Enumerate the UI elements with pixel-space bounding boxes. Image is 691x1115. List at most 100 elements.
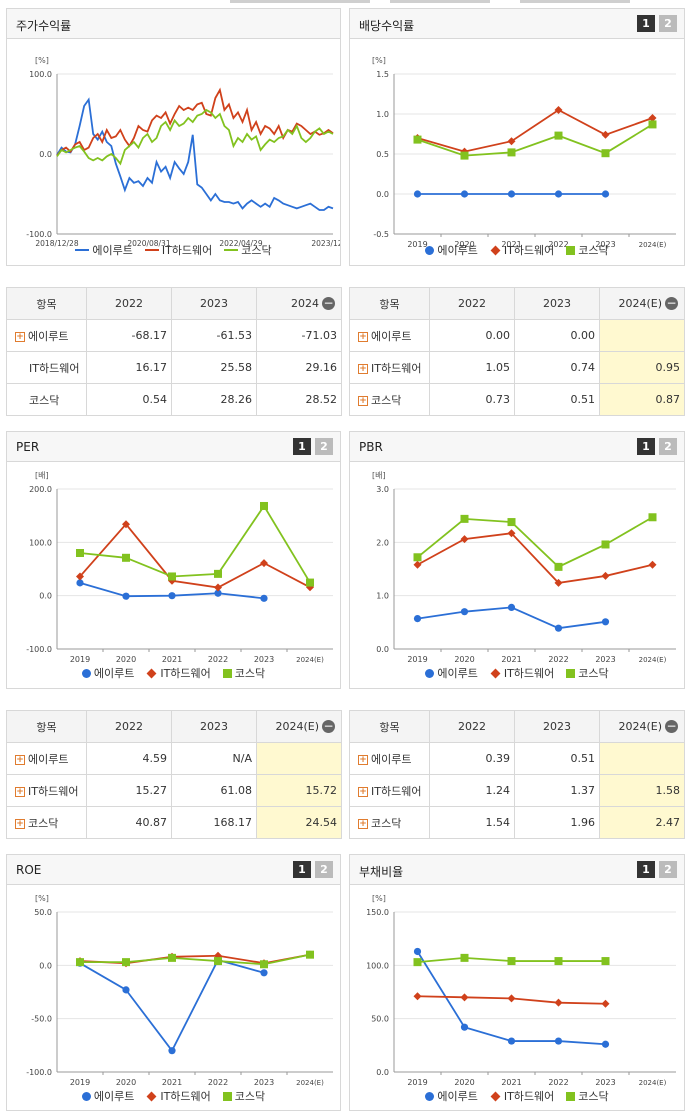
expand-icon[interactable]: + bbox=[15, 818, 25, 829]
chart-tabs: 1 2 bbox=[637, 438, 677, 455]
expand-icon[interactable]: + bbox=[358, 331, 368, 342]
tab-1-button[interactable]: 1 bbox=[293, 861, 311, 878]
table-cell: 0.00 bbox=[514, 319, 600, 352]
legend-label: 코스닥 bbox=[234, 1090, 266, 1103]
table-cell: 16.17 bbox=[86, 351, 172, 384]
chart-legend: 에이루트 IT하드웨어 코스닥 bbox=[350, 242, 684, 258]
data-point bbox=[507, 603, 516, 611]
x-tick-label: 2023/12/28 bbox=[311, 239, 340, 248]
series-line bbox=[417, 532, 653, 584]
row-name: + 코스닥 bbox=[349, 806, 430, 839]
x-tick-label: 2019 bbox=[407, 1078, 427, 1087]
legend-label: 에이루트 bbox=[437, 244, 478, 257]
table-cell: 15.72 bbox=[256, 774, 342, 807]
data-point bbox=[214, 583, 222, 592]
y-unit-label: [%] bbox=[372, 894, 386, 903]
data-point bbox=[507, 137, 516, 146]
y-tick-label: 3.0 bbox=[376, 485, 389, 494]
table-cell: 2.47 bbox=[599, 806, 685, 839]
expand-icon[interactable]: + bbox=[358, 395, 368, 406]
x-tick-label: 2024(E) bbox=[296, 1079, 324, 1087]
chart-legend: 에이루트 IT하드웨어 코스닥 bbox=[350, 665, 684, 681]
data-point bbox=[554, 190, 563, 198]
x-tick-label: 2020/08/31 bbox=[127, 239, 170, 248]
x-tick-label: 2022 bbox=[208, 655, 228, 664]
tab-1-button[interactable]: 1 bbox=[637, 15, 655, 32]
data-point bbox=[601, 999, 610, 1008]
data-point bbox=[507, 1037, 516, 1045]
data-point bbox=[601, 130, 610, 139]
data-point bbox=[648, 120, 657, 129]
table-cell: 0.87 bbox=[599, 383, 685, 416]
panel-header: PBR 1 2 bbox=[350, 432, 684, 462]
row-name: + 에이루트 bbox=[6, 319, 87, 352]
expand-icon[interactable]: + bbox=[15, 754, 25, 765]
data-point bbox=[460, 993, 469, 1002]
legend-item: 코스닥 bbox=[224, 242, 272, 258]
data-point bbox=[554, 957, 563, 966]
table-cell: 1.54 bbox=[429, 806, 515, 839]
data-point bbox=[122, 520, 130, 529]
legend-label: 에이루트 bbox=[92, 244, 133, 257]
table-row: + IT하드웨어 15.27 61.08 15.72 bbox=[6, 774, 342, 807]
tab-2-button[interactable]: 2 bbox=[659, 15, 677, 32]
dividend-yield-panel: 배당수익률 1 2 [%] 1.5 1.0 0.5 0.0 -0.5 2019 2020 202… bbox=[349, 8, 685, 266]
chart-legend: 에이루트 IT하드웨어 코스닥 bbox=[7, 1088, 340, 1104]
dividend-yield-table: 항목 2022 2023 2024(E) − + 에이루트 0.00 0.00 + IT하드웨어 1.… bbox=[349, 287, 685, 416]
expand-icon[interactable]: + bbox=[15, 786, 25, 797]
collapse-icon[interactable]: − bbox=[322, 719, 335, 734]
y-tick-label: 0.0 bbox=[376, 190, 389, 199]
expand-icon[interactable]: + bbox=[15, 331, 25, 342]
legend-item: 에이루트 bbox=[425, 242, 478, 258]
data-point bbox=[460, 514, 469, 523]
y-tick-label: 100.0 bbox=[366, 961, 389, 970]
y-tick-label: 100.0 bbox=[29, 70, 52, 79]
data-point bbox=[413, 947, 422, 956]
tab-1-button[interactable]: 1 bbox=[637, 861, 655, 878]
y-tick-label: -50.0 bbox=[31, 1015, 52, 1024]
collapse-icon[interactable]: − bbox=[322, 296, 335, 311]
pbr-chart: [배] 3.0 2.0 1.0 0.0 2019 2020 2021 2022 2023 2024(… bbox=[372, 471, 676, 664]
data-point bbox=[168, 1047, 176, 1055]
expand-icon[interactable]: + bbox=[358, 786, 368, 797]
legend-swatch bbox=[146, 668, 157, 678]
row-label: 코스닥 bbox=[28, 816, 59, 830]
column-header-label: 2024(E) bbox=[618, 296, 662, 310]
data-point bbox=[214, 569, 222, 578]
table-row: 코스닥 0.54 28.26 28.52 bbox=[6, 383, 342, 416]
row-label: 에이루트 bbox=[371, 752, 412, 766]
collapse-icon[interactable]: − bbox=[665, 719, 678, 734]
y-tick-label: 0.5 bbox=[376, 150, 389, 159]
column-header: 2023 bbox=[514, 710, 600, 743]
pbr-table: 항목 2022 2023 2024(E) − + 에이루트 0.39 0.51 + IT하드웨어 1.… bbox=[349, 710, 685, 839]
legend-swatch bbox=[75, 249, 90, 251]
legend-item: IT하드웨어 bbox=[490, 242, 554, 258]
row-label: 코스닥 bbox=[371, 393, 402, 407]
data-point bbox=[460, 953, 469, 962]
y-unit-label: [%] bbox=[372, 56, 386, 65]
data-point bbox=[507, 190, 516, 198]
chart-tabs: 1 2 bbox=[293, 861, 333, 878]
y-tick-label: 0.0 bbox=[376, 1068, 389, 1077]
legend-swatch bbox=[566, 1091, 576, 1101]
expand-icon[interactable]: + bbox=[358, 363, 368, 374]
collapse-icon[interactable]: − bbox=[665, 296, 678, 311]
column-header-label: 2024(E) bbox=[275, 719, 319, 733]
table-cell: 1.37 bbox=[514, 774, 600, 807]
tab-2-button[interactable]: 2 bbox=[659, 861, 677, 878]
y-tick-label: 0.0 bbox=[39, 592, 52, 601]
x-tick-label: 2023 bbox=[595, 1078, 615, 1087]
expand-icon[interactable]: + bbox=[358, 818, 368, 829]
tab-2-button[interactable]: 2 bbox=[315, 438, 333, 455]
data-point bbox=[507, 148, 516, 157]
tab-1-button[interactable]: 1 bbox=[637, 438, 655, 455]
table-cell: 24.54 bbox=[256, 806, 342, 839]
expand-icon[interactable]: + bbox=[358, 754, 368, 765]
legend-swatch bbox=[81, 668, 91, 678]
row-label: 코스닥 bbox=[29, 393, 60, 407]
tab-1-button[interactable]: 1 bbox=[293, 438, 311, 455]
tab-2-button[interactable]: 2 bbox=[315, 861, 333, 878]
data-point bbox=[76, 579, 84, 587]
row-name: + IT하드웨어 bbox=[6, 774, 87, 807]
tab-2-button[interactable]: 2 bbox=[659, 438, 677, 455]
